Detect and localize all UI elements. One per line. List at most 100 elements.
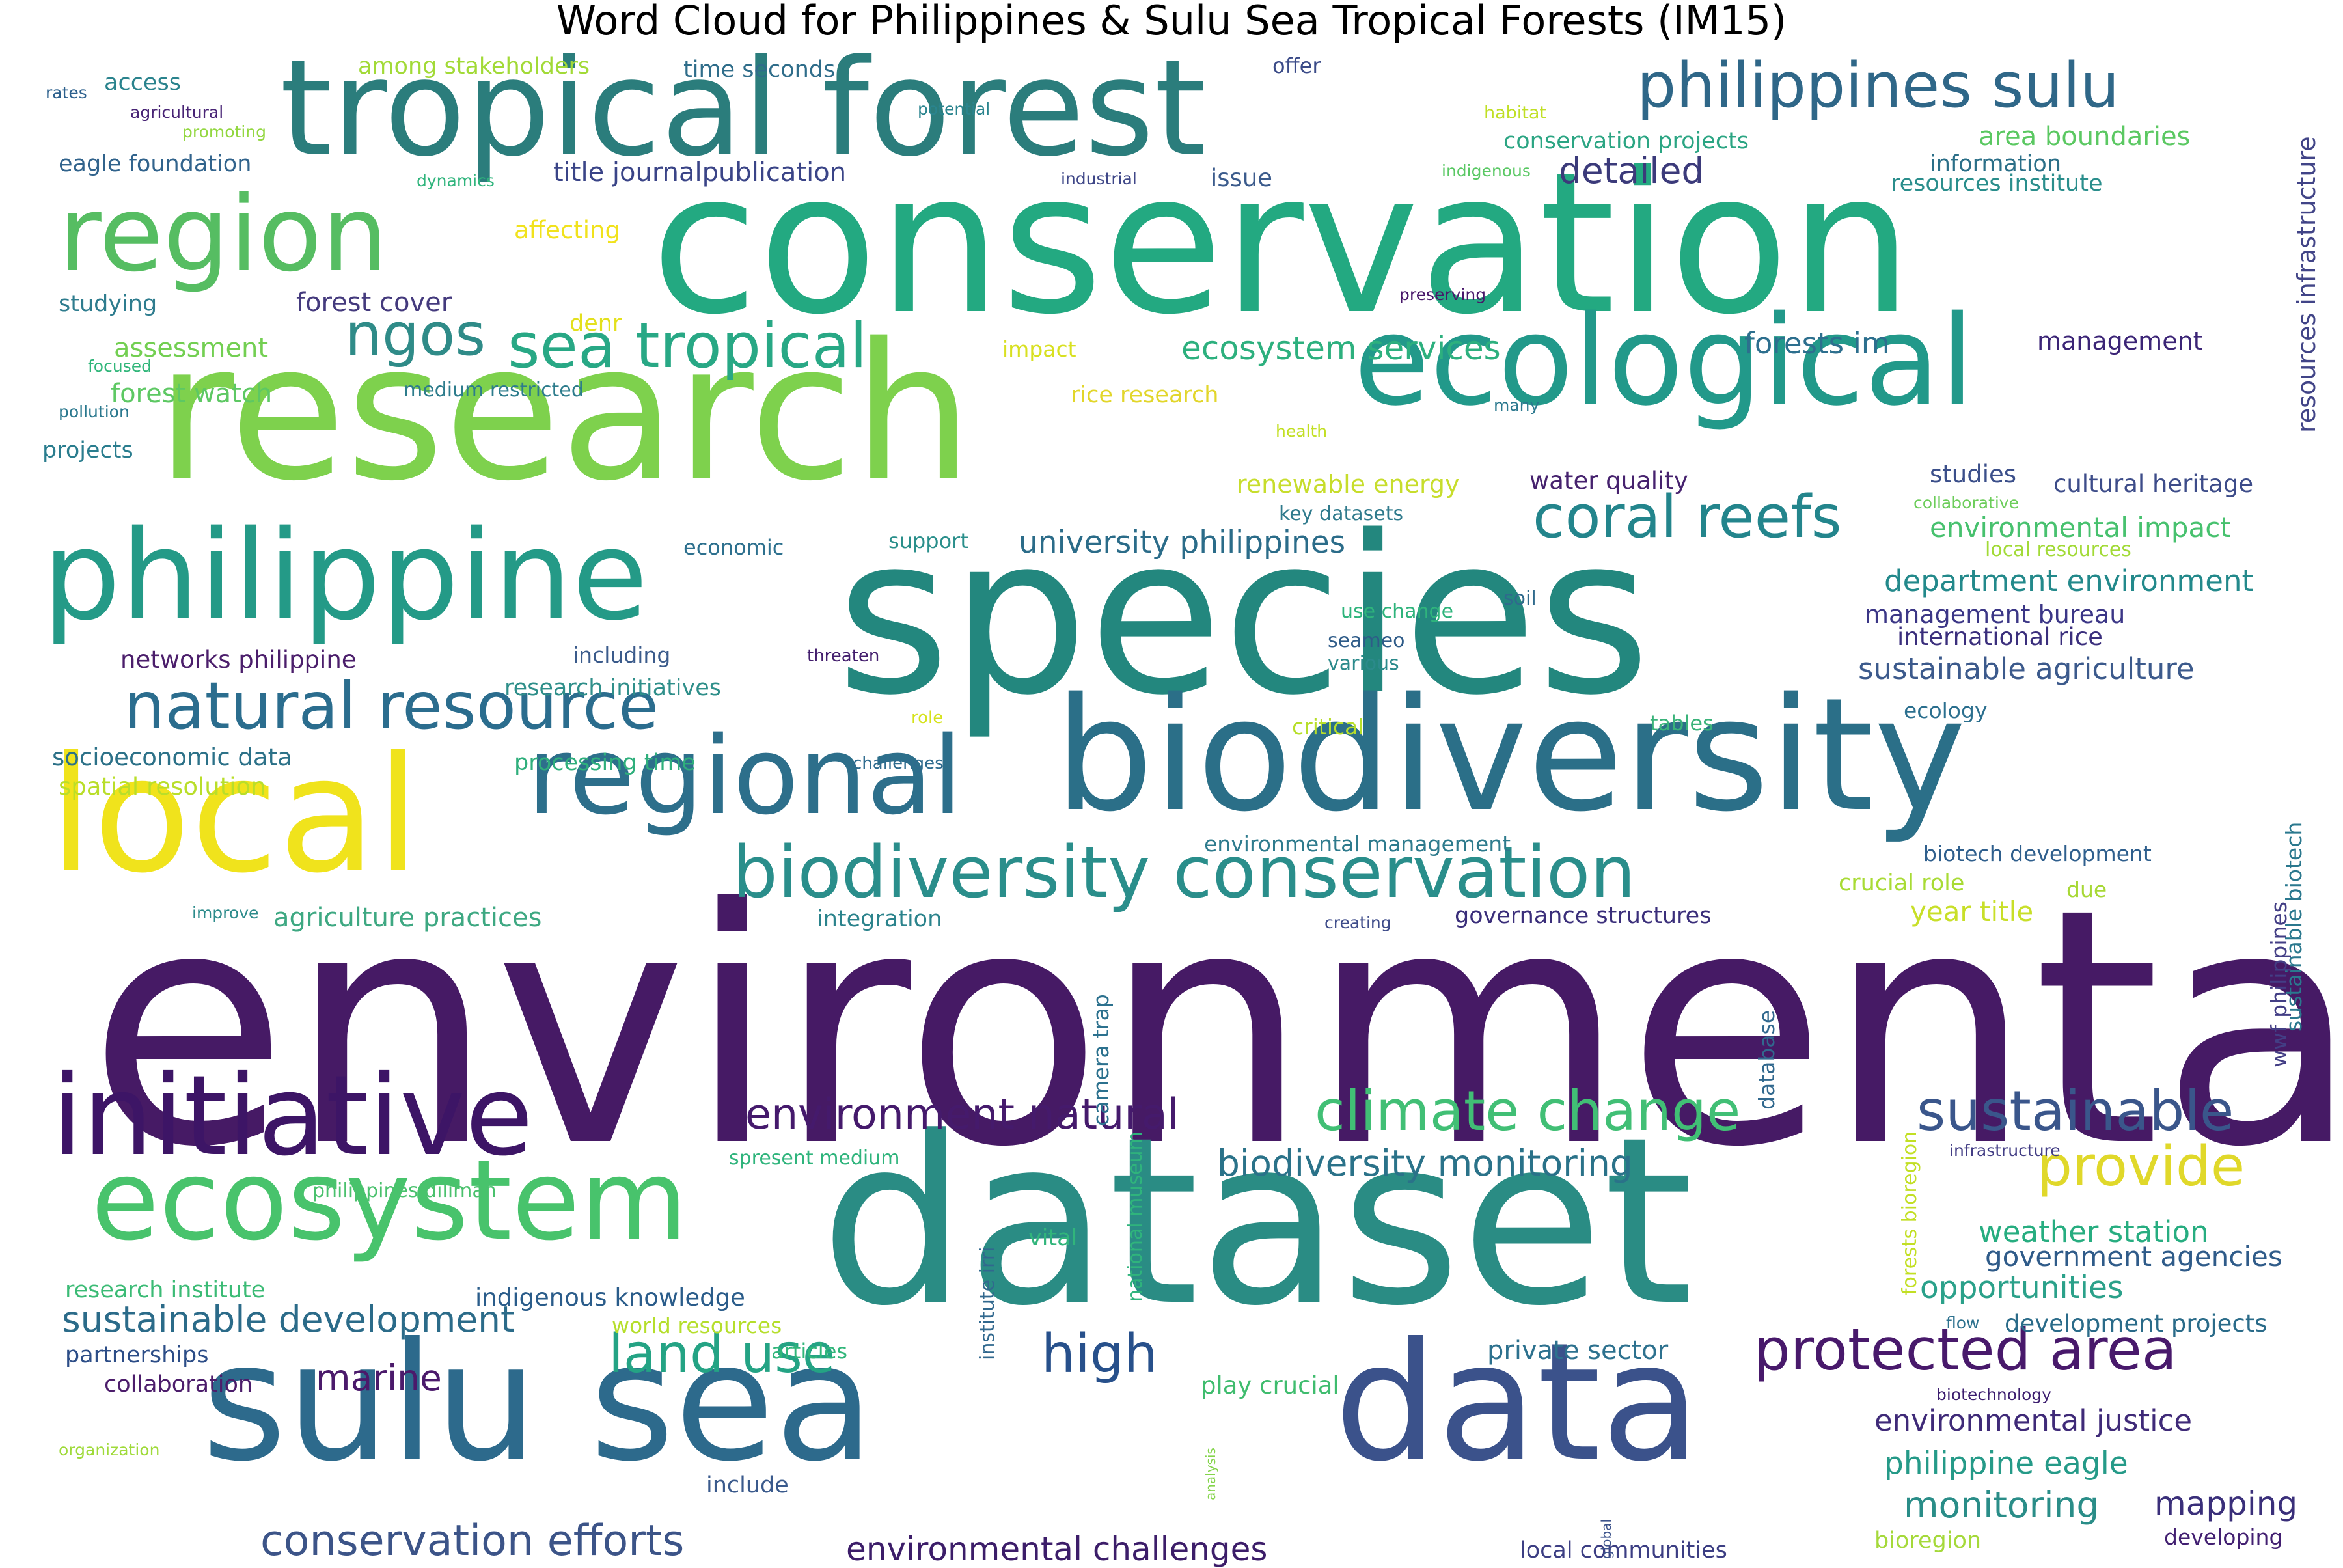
word-key-datasets: key datasets (1279, 502, 1404, 525)
word-provide: provide (2037, 1135, 2245, 1199)
word-projects: projects (42, 437, 133, 463)
word-local: local (49, 722, 420, 908)
word-medium-restricted: medium restricted (404, 379, 584, 402)
word-biodiversity: biodiversity (1054, 664, 1967, 846)
word-critical: critical (1292, 714, 1364, 739)
word-government-agencies: government agencies (1985, 1241, 2282, 1272)
word-database: database (1754, 1010, 1779, 1110)
word-assessment: assessment (114, 333, 269, 363)
word-forest-watch: forest watch (111, 379, 273, 409)
word-university-philippines: university philippines (1019, 525, 1346, 560)
word-natural-resource: natural resource (124, 668, 659, 744)
word-detailed: detailed (1559, 150, 1705, 191)
word-development-projects: development projects (2005, 1310, 2268, 1338)
word-environmental-impact: environmental impact (1930, 512, 2231, 543)
word-focused: focused (88, 357, 152, 376)
word-biotech-development: biotech development (1923, 841, 2152, 866)
word-developing: developing (2164, 1524, 2283, 1550)
word-environment-natural: environment natural (745, 1090, 1179, 1139)
word-weather-station: weather station (1979, 1215, 2209, 1249)
word-cultural-heritage: cultural heritage (2053, 470, 2254, 498)
word-due: due (2066, 877, 2107, 902)
word-ecological: ecological (1354, 289, 1975, 433)
word-organization: organization (59, 1440, 160, 1459)
word-wwf-philippines: wwf philippines (2266, 901, 2292, 1067)
word-processing-time: processing time (514, 750, 696, 776)
word-institute-irri: institute irri (976, 1246, 999, 1360)
word-title-journalpublication: title journalpublication (553, 158, 847, 187)
word-marine: marine (316, 1357, 442, 1399)
word-spresent-medium: spresent medium (729, 1147, 900, 1170)
word-governance-structures: governance structures (1455, 903, 1712, 929)
word-articles: articles (771, 1339, 848, 1364)
word-dataset: dataset (820, 1087, 1694, 1356)
word-ecosystem-services: ecosystem services (1181, 329, 1501, 367)
word-habitat: habitat (1484, 103, 1547, 123)
word-preserving: preserving (1399, 285, 1487, 304)
word-include: include (706, 1472, 789, 1498)
word-access: access (104, 70, 181, 96)
word-water-quality: water quality (1529, 467, 1688, 495)
word-department-environment: department environment (1884, 564, 2254, 598)
word-data: data (1334, 1308, 1701, 1497)
word-climate-change: climate change (1315, 1079, 1741, 1144)
word-creating: creating (1324, 913, 1391, 932)
word-forests-im: forests im (1744, 326, 1890, 361)
word-integration: integration (817, 906, 942, 932)
word-sustainable: sustainable (1917, 1079, 2234, 1144)
word-industrial: industrial (1061, 169, 1137, 188)
word-tables: tables (1650, 711, 1714, 736)
word-time-seconds: time seconds (683, 57, 836, 83)
word-rates: rates (46, 83, 87, 102)
word-sustainable-development: sustainable development (62, 1299, 515, 1340)
word-vital: vital (1028, 1225, 1078, 1251)
word-role: role (911, 708, 944, 728)
word-philippines-diliman: philippines diliman (312, 1179, 497, 1202)
word-threaten: threaten (807, 646, 880, 666)
word-protected-area: protected area (1754, 1316, 2177, 1383)
word-rice-research: rice research (1071, 382, 1219, 408)
word-spatial-resolution: spatial resolution (59, 773, 266, 801)
word-crucial-role: crucial role (1839, 870, 1965, 896)
word-resources-infrastructure: resources infrastructure (2292, 136, 2321, 433)
chart-title: Word Cloud for Philippines & Sulu Sea Tr… (556, 0, 1787, 44)
word-economic: economic (683, 535, 784, 560)
word-global: global (1598, 1519, 1614, 1559)
word-networks-philippine: networks philippine (120, 646, 357, 674)
word-agricultural: agricultural (130, 103, 224, 122)
word-national-museum: national museum (1124, 1131, 1147, 1302)
word-socioeconomic-data: socioeconomic data (52, 743, 292, 771)
word-studies: studies (1930, 460, 2017, 488)
word-denr: denr (569, 310, 622, 337)
word-forests-bioregion: forests bioregion (1898, 1131, 1921, 1295)
word-research: research (156, 303, 973, 523)
word-species: species (836, 489, 1651, 743)
word-agriculture-practices: agriculture practices (273, 903, 542, 933)
word-renewable-energy: renewable energy (1237, 470, 1460, 499)
word-conservation-efforts: conservation efforts (260, 1517, 685, 1565)
word-high: high (1041, 1323, 1158, 1385)
word-mapping: mapping (2154, 1485, 2298, 1522)
word-ecosystem: ecosystem (91, 1136, 688, 1265)
word-indigenous-knowledge: indigenous knowledge (475, 1284, 745, 1312)
word-camera-trap: camera trap (1088, 994, 1114, 1126)
word-bioregion: bioregion (1874, 1528, 1982, 1554)
word-biodiversity-monitoring: biodiversity monitoring (1217, 1142, 1633, 1184)
word-land-use: land use (609, 1323, 836, 1385)
word-management-bureau: management bureau (1865, 600, 2126, 629)
word-use-change: use change (1341, 600, 1454, 623)
word-initiative: initiative (52, 1052, 534, 1181)
word-support: support (888, 529, 968, 553)
word-resources-institute: resources institute (1891, 171, 2103, 197)
word-private-sector: private sector (1487, 1336, 1669, 1366)
word-analysis: analysis (1203, 1448, 1218, 1500)
word-local-communities: local communities (1520, 1537, 1727, 1563)
word-international-rice: international rice (1897, 623, 2103, 651)
word-health: health (1276, 422, 1328, 441)
word-offer: offer (1272, 53, 1321, 78)
word-area-boundaries: area boundaries (1979, 122, 2191, 152)
word-indigenous: indigenous (1442, 161, 1531, 180)
word-world-resources: world resources (612, 1313, 782, 1338)
word-tropical-forest: tropical forest (280, 31, 1207, 186)
